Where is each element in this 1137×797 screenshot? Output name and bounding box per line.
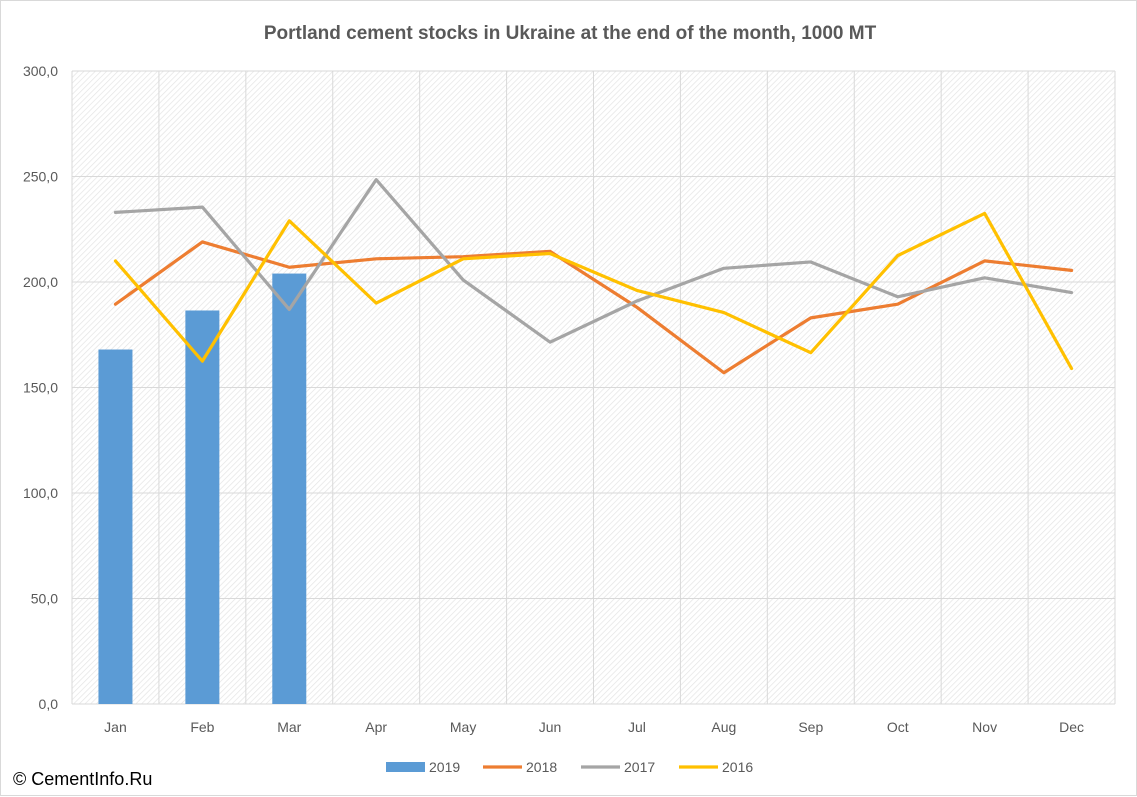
x-tick-label: Apr (365, 719, 387, 735)
y-tick-label: 0,0 (39, 696, 59, 712)
y-tick-label: 300,0 (23, 63, 58, 79)
x-tick-label: Jul (628, 719, 646, 735)
copyright-text: © CementInfo.Ru (13, 769, 153, 789)
chart-title: Portland cement stocks in Ukraine at the… (264, 23, 877, 44)
line-series (113, 178, 1074, 375)
y-tick-label: 50,0 (31, 591, 58, 607)
y-axis-ticks: 0,0 50,0 100,0 150,0 200,0 250,0 300,0 (23, 63, 58, 712)
x-tick-label: Mar (277, 719, 301, 735)
bar-series (98, 273, 307, 704)
bar-2019 (185, 310, 220, 704)
x-tick-label: Aug (711, 719, 736, 735)
x-tick-label: May (450, 719, 476, 735)
x-tick-label: Dec (1059, 719, 1084, 735)
legend-label: 2016 (722, 759, 753, 775)
y-tick-label: 150,0 (23, 380, 58, 396)
x-tick-label: Feb (190, 719, 214, 735)
x-axis-ticks: Jan Feb Mar Apr May Jun Jul Aug Sep Oct Nov Dec (104, 719, 1084, 735)
x-tick-label: Jun (539, 719, 562, 735)
x-tick-label: Jan (104, 719, 127, 735)
x-tick-label: Nov (972, 719, 997, 735)
legend-label: 2019 (429, 759, 460, 775)
y-tick-label: 100,0 (23, 485, 58, 501)
gridlines (71, 70, 1116, 705)
line-2018 (113, 240, 1074, 375)
legend-swatch-2019 (386, 762, 425, 772)
bar-2019 (272, 273, 307, 704)
legend-label: 2017 (624, 759, 655, 775)
y-tick-label: 200,0 (23, 274, 58, 290)
legend: 2019 2018 2017 2016 (386, 759, 753, 775)
legend-label: 2018 (526, 759, 557, 775)
bar-2019 (98, 349, 133, 704)
x-tick-label: Oct (887, 719, 909, 735)
line-2016 (113, 211, 1074, 371)
x-tick-label: Sep (798, 719, 823, 735)
line-2017 (113, 178, 1074, 344)
y-tick-label: 250,0 (23, 169, 58, 185)
